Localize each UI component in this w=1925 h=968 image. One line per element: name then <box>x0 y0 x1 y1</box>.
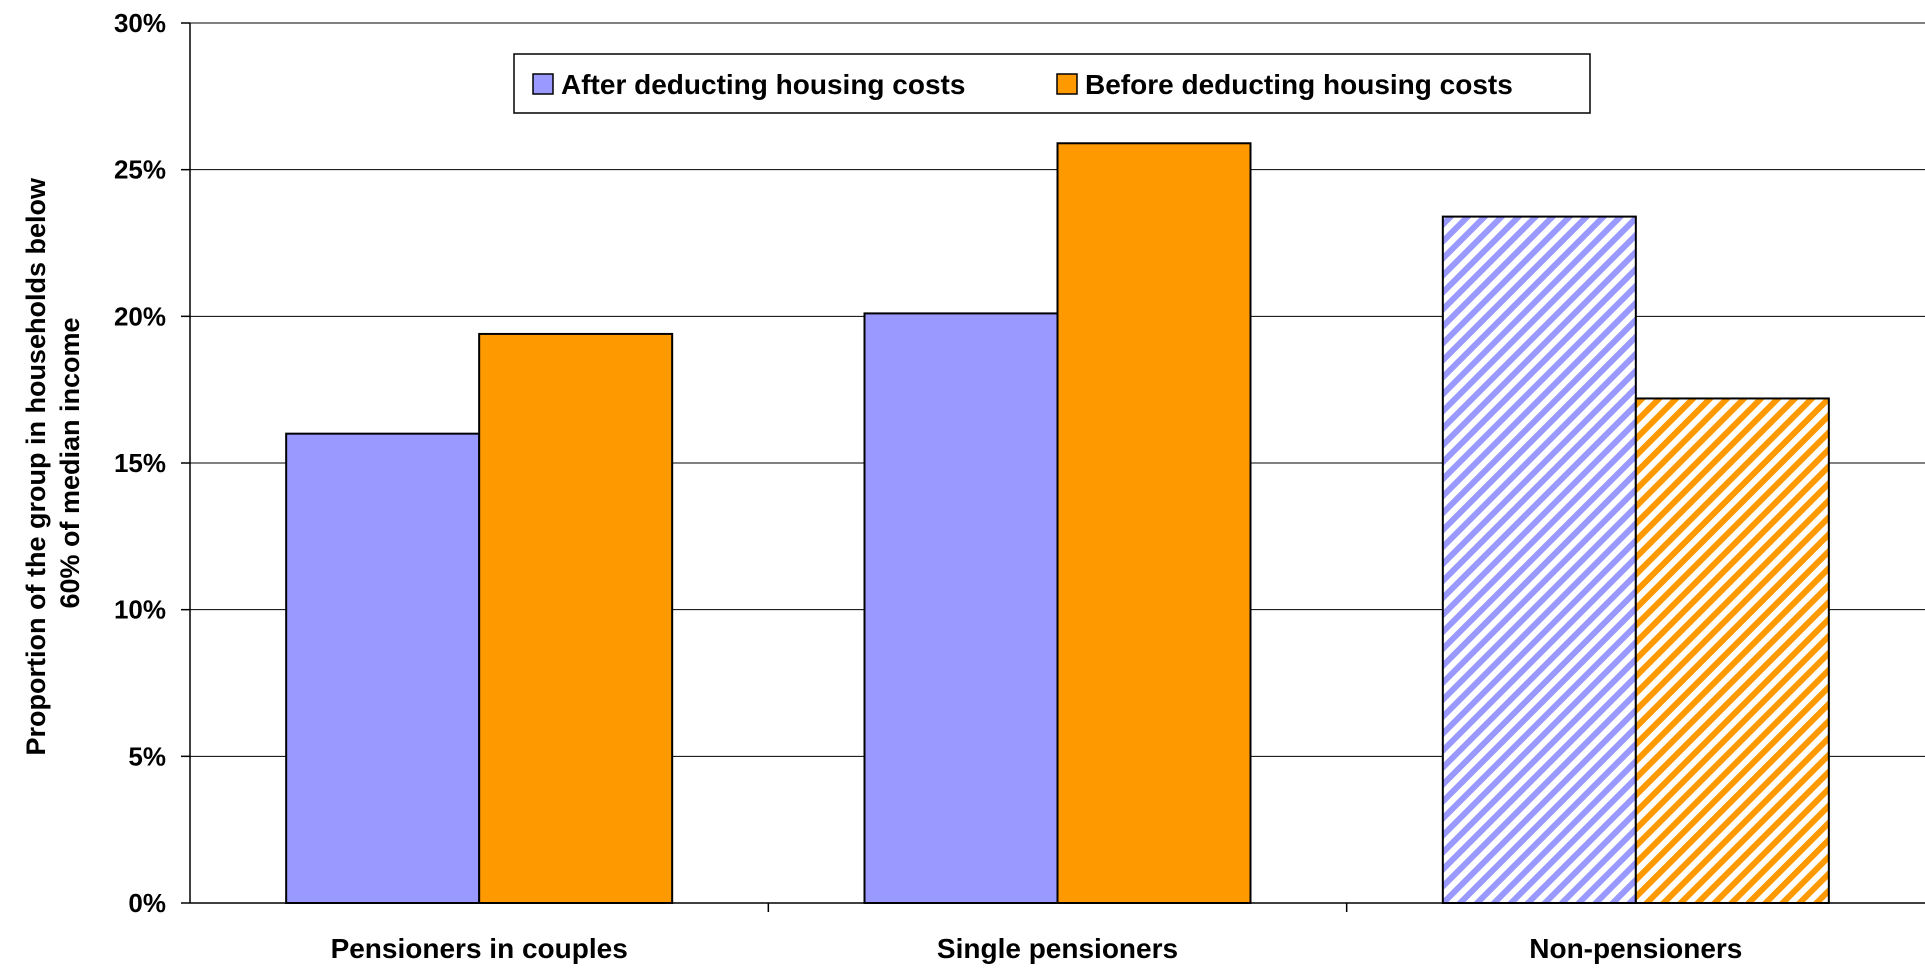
bar-after-housing-costs <box>863 312 1059 904</box>
bar-before-housing-costs <box>478 332 674 904</box>
bar-before-housing-costs <box>1056 142 1252 904</box>
y-axis-title-line-1: Proportion of the group in households be… <box>21 177 51 755</box>
legend: After deducting housing costs Before dedu… <box>513 53 1591 114</box>
legend-label: Before deducting housing costs <box>1085 69 1513 100</box>
y-axis-title-line-2: 60% of median income <box>55 317 85 608</box>
y-axis-ticks: 0% 5% 10% 15% 20% 25% 30% <box>114 8 190 918</box>
legend-swatch <box>1056 73 1078 95</box>
y-tick-label: 5% <box>128 741 166 771</box>
y-axis-title: Proportion of the group in households be… <box>21 171 85 756</box>
bar-after-housing-costs <box>1441 215 1637 905</box>
legend-box <box>513 53 1591 114</box>
y-tick-label: 20% <box>114 301 166 331</box>
x-axis-ticks: Pensioners in couples Single pensioners No… <box>331 903 1742 964</box>
x-category-label: Pensioners in couples <box>331 933 628 964</box>
legend-label: After deducting housing costs <box>561 69 965 100</box>
bar-before-housing-costs <box>1634 397 1830 904</box>
bar-after-housing-costs <box>285 432 481 904</box>
x-category-label: Single pensioners <box>937 933 1178 964</box>
y-tick-label: 15% <box>114 448 166 478</box>
y-tick-label: 10% <box>114 595 166 625</box>
y-tick-label: 25% <box>114 155 166 185</box>
legend-swatch <box>532 73 554 95</box>
y-tick-label: 0% <box>128 888 166 918</box>
x-category-label: Non-pensioners <box>1529 933 1742 964</box>
y-tick-label: 30% <box>114 8 166 38</box>
bars <box>285 142 1830 905</box>
